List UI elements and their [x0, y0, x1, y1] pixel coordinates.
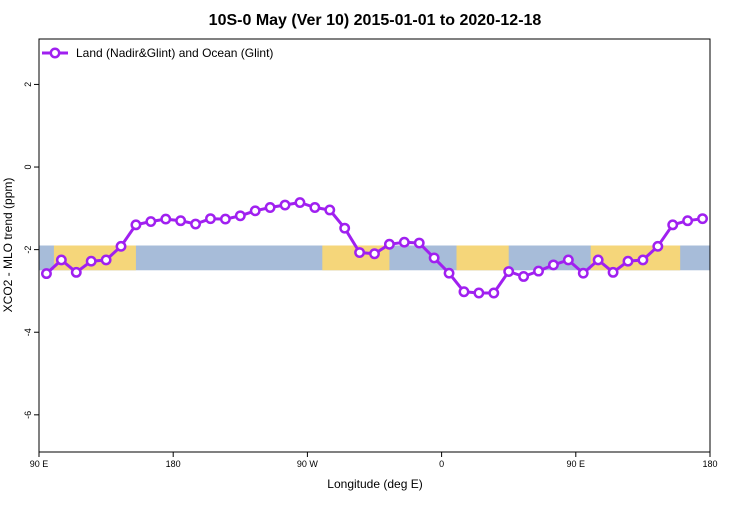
data-point	[311, 203, 319, 211]
x-tick-label: 180	[702, 459, 717, 469]
x-tick-label: 90 E	[30, 459, 49, 469]
data-point	[221, 215, 229, 223]
data-point	[505, 267, 513, 275]
data-point	[564, 256, 572, 264]
data-point	[147, 217, 155, 225]
data-point	[460, 288, 468, 296]
y-axis: 2 0 -2 -4 -6	[23, 82, 39, 419]
data-point	[698, 214, 706, 222]
y-axis-label: XCO2 - MLO trend (ppm)	[1, 178, 15, 313]
chart-svg: 10S-0 May (Ver 10) 2015-01-01 to 2020-12…	[0, 0, 750, 500]
data-point	[87, 257, 95, 265]
data-point	[355, 248, 363, 256]
data-point	[102, 256, 110, 264]
data-point	[579, 269, 587, 277]
x-axis-label: Longitude (deg E)	[327, 477, 422, 491]
x-tick-label: 180	[166, 459, 181, 469]
data-point	[132, 221, 140, 229]
x-tick-label: 90 E	[567, 459, 586, 469]
data-point	[534, 267, 542, 275]
data-point	[519, 272, 527, 280]
data-point	[251, 207, 259, 215]
x-axis: 90 E 180 90 W 0 90 E 180	[30, 452, 718, 469]
chart-container: 10S-0 May (Ver 10) 2015-01-01 to 2020-12…	[0, 0, 750, 500]
y-tick-label: 0	[23, 165, 33, 170]
data-point	[281, 201, 289, 209]
data-point	[176, 217, 184, 225]
data-point	[162, 215, 170, 223]
data-point	[340, 224, 348, 232]
data-point	[624, 257, 632, 265]
legend-label: Land (Nadir&Glint) and Ocean (Glint)	[76, 46, 273, 60]
data-point	[266, 203, 274, 211]
data-point	[117, 242, 125, 250]
data-point	[42, 269, 50, 277]
y-tick-label: -6	[23, 411, 33, 419]
data-point	[385, 240, 393, 248]
data-point	[683, 217, 691, 225]
y-tick-label: -4	[23, 328, 33, 336]
data-point	[490, 289, 498, 297]
data-point	[296, 198, 304, 206]
y-tick-label: 2	[23, 82, 33, 87]
data-point	[206, 214, 214, 222]
legend: Land (Nadir&Glint) and Ocean (Glint)	[42, 46, 273, 60]
data-point	[415, 239, 423, 247]
data-point	[475, 289, 483, 297]
data-point	[430, 254, 438, 262]
data-point	[594, 256, 602, 264]
chart-title: 10S-0 May (Ver 10) 2015-01-01 to 2020-12…	[209, 12, 542, 29]
x-tick-label: 0	[439, 459, 444, 469]
data-point	[370, 250, 378, 258]
data-point	[639, 256, 647, 264]
data-point	[654, 242, 662, 250]
y-tick-label: -2	[23, 246, 33, 254]
data-point	[400, 238, 408, 246]
data-point	[236, 212, 244, 220]
data-point	[669, 221, 677, 229]
data-point	[609, 268, 617, 276]
data-point	[326, 206, 334, 214]
data-point	[549, 261, 557, 269]
data-point	[191, 220, 199, 228]
x-tick-label: 90 W	[297, 459, 319, 469]
data-point	[445, 269, 453, 277]
land-segment	[457, 246, 509, 271]
data-point	[72, 268, 80, 276]
data-point	[57, 256, 65, 264]
legend-marker-swatch	[51, 49, 59, 57]
